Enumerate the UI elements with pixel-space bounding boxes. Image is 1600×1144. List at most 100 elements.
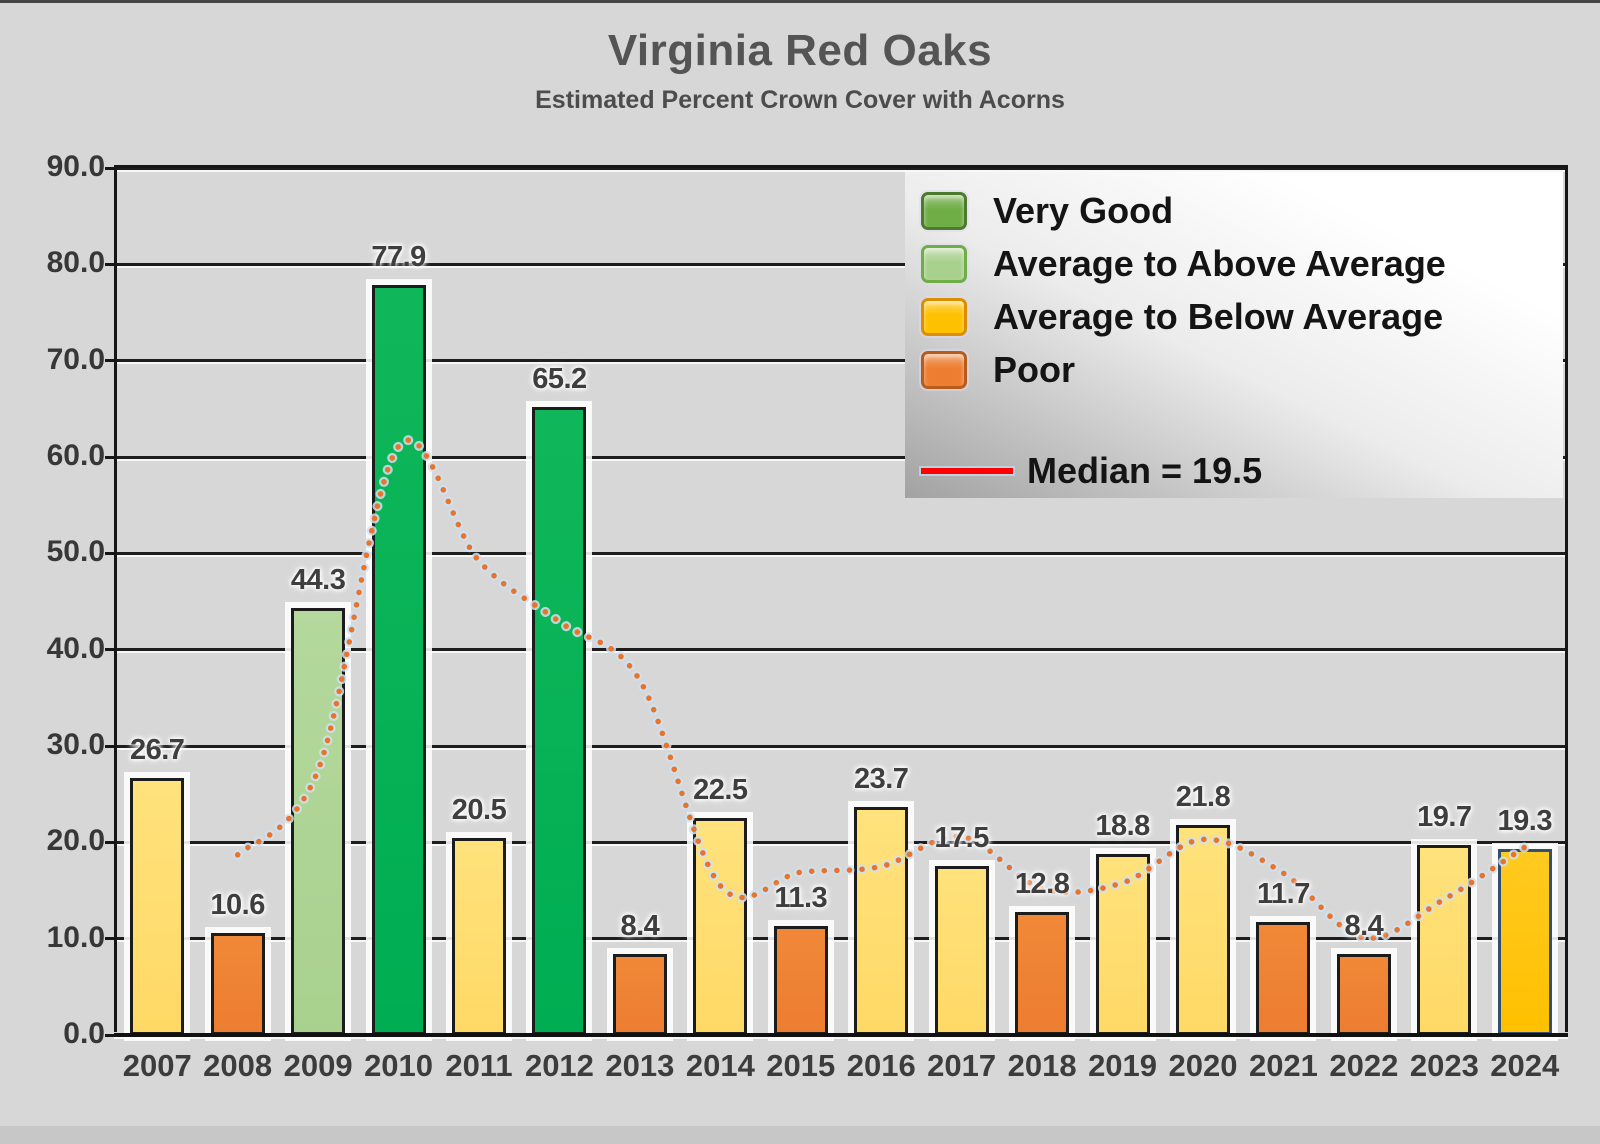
y-axis-label-0: 0.0 (63, 1017, 105, 1050)
gridline-highlight (117, 554, 1565, 557)
x-axis-label-2017: 2017 (927, 1048, 997, 1083)
gridline-highlight (117, 265, 1565, 268)
legend-label: Average to Below Average (993, 296, 1444, 337)
legend-item-average-to-below-average: Average to Below Average (921, 294, 1443, 340)
bar-2016 (854, 806, 909, 1035)
x-axis-label-2020: 2020 (1168, 1048, 1238, 1083)
bar-2015 (773, 926, 828, 1035)
gridline-30 (117, 744, 1565, 748)
y-axis-label-90: 90.0 (46, 150, 105, 183)
bar-2012 (532, 406, 587, 1035)
gridline-highlight (117, 651, 1565, 654)
bar-2011 (452, 837, 506, 1035)
x-axis-label-2018: 2018 (1007, 1048, 1077, 1083)
y-axis-label-60: 60.0 (46, 439, 105, 472)
bar-value-label-2018: 12.8 (1014, 867, 1070, 900)
x-axis-label-2010: 2010 (364, 1048, 434, 1083)
bar-2008 (210, 932, 265, 1035)
trend-line-dots (234, 437, 1528, 941)
chart-subtitle: Estimated Percent Crown Cover with Acorn… (535, 86, 1065, 114)
gridline-70 (117, 359, 1565, 363)
x-axis-label-2011: 2011 (445, 1048, 513, 1083)
legend-item-very-good: Very Good (921, 188, 1173, 234)
y-axis-tick (105, 166, 116, 170)
y-axis-tick (105, 359, 116, 363)
plot-area (114, 165, 1568, 1039)
x-axis-label-2014: 2014 (685, 1048, 755, 1083)
x-axis-label-2012: 2012 (524, 1048, 594, 1083)
legend-swatch-icon (921, 351, 967, 389)
y-axis-tick (105, 551, 116, 555)
bar-value-label-2019: 18.8 (1095, 809, 1150, 842)
legend: Very Good Average to Above Average Average… (905, 172, 1563, 498)
y-axis-tick (105, 744, 116, 748)
x-axis-label-2024: 2024 (1490, 1048, 1560, 1083)
y-axis-label-20: 20.0 (46, 824, 105, 858)
y-axis-tick (105, 1033, 116, 1037)
bar-value-label-2008: 10.6 (210, 888, 265, 921)
bar-value-label-2007: 26.7 (129, 733, 185, 766)
x-axis-label-2008: 2008 (203, 1048, 273, 1083)
legend-swatch-icon (921, 192, 967, 230)
x-axis-baseline-highlight (114, 1037, 1568, 1039)
bar-value-label-2014: 22.5 (693, 774, 748, 807)
legend-label: Median = 19.5 (1027, 450, 1263, 491)
y-axis-label-10: 10.0 (46, 920, 105, 954)
x-axis-label-2013: 2013 (605, 1048, 675, 1083)
x-axis-baseline (114, 1033, 1568, 1037)
trend-line-halo (232, 435, 1530, 944)
legend-item-average-to-above-average: Average to Above Average (921, 241, 1446, 287)
bar-value-label-2015: 11.3 (774, 882, 828, 915)
y-axis-label-50: 50.0 (46, 535, 105, 569)
legend-label: Very Good (993, 190, 1174, 231)
bar-value-label-2011: 20.5 (451, 793, 507, 826)
bar-value-label-2023: 19.7 (1417, 801, 1472, 834)
median-line-swatch (921, 468, 1013, 474)
y-axis-label-40: 40.0 (46, 631, 105, 665)
gridline-80 (117, 262, 1565, 266)
y-axis-label-80: 80.0 (46, 246, 105, 280)
y-axis-label-30: 30.0 (46, 728, 105, 761)
y-axis-tick (105, 455, 116, 459)
bar-value-label-2020: 21.8 (1175, 780, 1231, 813)
bar-2023 (1417, 845, 1472, 1035)
bar-2021 (1256, 922, 1311, 1035)
gridline-10 (117, 937, 1565, 941)
gridline-90 (117, 166, 1565, 170)
window-top-edge (0, 0, 1600, 3)
x-axis-label-2016: 2016 (846, 1048, 916, 1083)
x-axis-label-2009: 2009 (283, 1048, 353, 1083)
gridline-50 (117, 551, 1565, 555)
x-axis-label-2015: 2015 (766, 1048, 836, 1083)
y-axis-tick (105, 262, 116, 266)
y-axis-tick (105, 840, 116, 844)
x-axis-label-2021: 2021 (1248, 1048, 1318, 1083)
x-axis-label-2022: 2022 (1329, 1048, 1399, 1083)
gridline-highlight (117, 169, 1565, 172)
gridline-highlight (117, 362, 1565, 365)
bar-2024 (1497, 849, 1552, 1035)
trend-line (232, 435, 1530, 944)
gridline-highlight (117, 747, 1565, 750)
bar-value-label-2012: 65.2 (532, 362, 587, 395)
x-axis-label-2023: 2023 (1409, 1048, 1479, 1083)
legend-label: Average to Above Average (993, 243, 1446, 284)
bar-value-label-2017: 17.5 (934, 822, 989, 855)
legend-label: Poor (993, 349, 1076, 390)
gridline-highlight (117, 843, 1565, 846)
bar-value-label-2024: 19.3 (1497, 805, 1553, 838)
bar-value-label-2022: 8.4 (1344, 910, 1384, 943)
gridline-highlight (117, 940, 1565, 943)
window-bottom-edge (0, 1126, 1600, 1144)
gridline-highlight (117, 458, 1565, 461)
bar-value-label-2010: 77.9 (371, 240, 426, 273)
x-axis-label-2019: 2019 (1088, 1048, 1158, 1083)
y-axis-tick (105, 937, 116, 941)
chart-title: Virginia Red Oaks (607, 26, 993, 75)
gridline-20 (117, 840, 1565, 844)
x-axis-label-2007: 2007 (122, 1048, 192, 1083)
gridline-60 (117, 455, 1565, 459)
gridline-40 (117, 648, 1565, 652)
bar-2020 (1176, 824, 1230, 1035)
legend-swatch-icon (921, 245, 967, 283)
